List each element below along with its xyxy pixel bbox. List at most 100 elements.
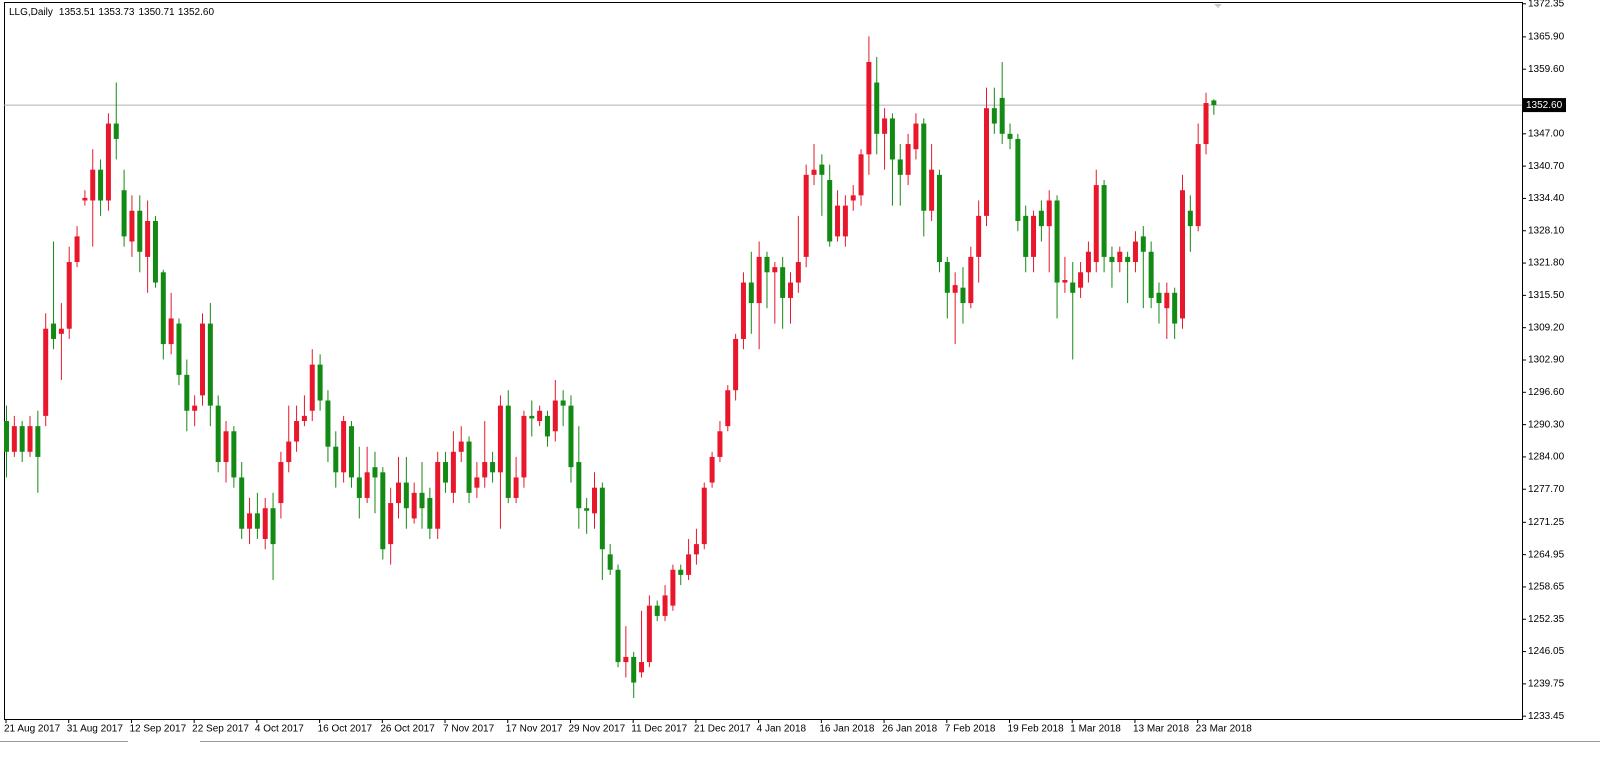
candle-body [1117,251,1123,263]
x-tick-label: 22 Sep 2017 [192,724,249,735]
candle-body [286,441,292,463]
price-label-box [1522,98,1566,113]
header-open: 1353.51 [59,7,96,18]
symbol: LLG,Daily [9,7,53,18]
candle-body [921,123,927,211]
plot-frame [4,2,1523,720]
candle-body [717,431,723,457]
candle-body [121,190,127,237]
candle-body [811,169,817,175]
y-tick-label: 1290.30 [1528,419,1565,430]
candle-body [388,503,394,545]
candle-body [474,477,480,488]
candle-body [944,262,950,293]
candle-body [168,318,174,345]
x-tick-label: 11 Dec 2017 [631,724,687,735]
candle-body [756,256,762,304]
x-tick-label: 4 Jan 2018 [757,724,807,735]
candle-body [309,364,315,411]
candle-body [764,256,770,273]
candle-body [693,544,699,555]
candle-body [333,446,339,473]
candle-body [247,513,253,529]
candle-body [1015,138,1021,221]
candle-body [1148,251,1154,298]
candle-body [537,410,543,422]
y-tick-label: 1264.95 [1528,549,1565,560]
candle-body [952,285,958,293]
candle-body [1023,215,1029,257]
candle-body [788,282,793,298]
candle-body [19,426,25,452]
candle-body [419,492,425,509]
candle-body [90,169,96,201]
candle-body [372,467,378,478]
candle-body [458,441,464,452]
candle-body [968,256,974,304]
candle-body [991,108,997,124]
y-tick-label: 1271.25 [1528,517,1565,528]
candle-body [348,426,354,478]
candle-body [874,82,880,134]
x-tick-label: 29 Nov 2017 [568,724,625,735]
candle-body [239,477,245,529]
candle-body [835,205,841,237]
candle-body [560,400,566,406]
candle-body [1007,133,1013,139]
x-tick-label: 4 Oct 2017 [255,724,304,735]
candle-body [129,210,135,242]
candle-body [1164,292,1170,309]
candle-body [631,656,637,683]
candle-body [670,569,676,606]
candle-body [1062,279,1068,283]
candle-body [1038,210,1044,227]
candle-body [701,487,707,545]
candle-body [1109,256,1115,263]
candle-body [66,262,72,329]
x-tick-label: 16 Oct 2017 [318,724,373,735]
candle-body [160,272,166,345]
candle-body [1101,185,1107,257]
candle-body [615,569,621,663]
candle-body [98,169,104,201]
candle-body [1078,272,1084,288]
candle-body [270,508,276,545]
candle-body [639,662,645,673]
candle-body [380,472,386,550]
candle-body [254,513,260,529]
candle-body [999,97,1005,134]
candle-body [192,405,198,411]
candle-body [1172,292,1178,324]
candle-body [772,267,778,273]
candle-body [584,508,590,511]
shift-marker [1214,4,1222,8]
candle-body [740,282,746,339]
y-tick-label: 1277.70 [1528,484,1565,495]
candle-body [364,472,370,498]
candle-body [521,415,527,478]
candle-body [1156,292,1162,304]
candle-body [529,415,535,419]
y-tick-label: 1309.20 [1528,322,1565,333]
candle-body [733,338,739,391]
x-tick-label: 17 Nov 2017 [506,724,563,735]
candle-body [403,482,409,509]
price-label: 1352.60 [1526,100,1563,111]
candle-body [1031,215,1037,257]
candle-body [1132,241,1138,263]
y-tick-label: 1372.35 [1528,0,1565,9]
candle-body [599,487,605,550]
y-tick-label: 1328.10 [1528,225,1565,236]
candle-body [411,492,417,519]
y-tick-label: 1302.90 [1528,355,1565,366]
y-tick-label: 1239.75 [1528,679,1565,690]
candle-body [552,400,558,432]
header-close: 1352.60 [178,7,215,18]
candle-body [113,123,119,139]
candle-body [1125,256,1131,263]
candle-body [58,328,64,334]
candle-body [207,323,213,406]
candle-body [576,462,582,509]
candle-body [152,220,158,283]
